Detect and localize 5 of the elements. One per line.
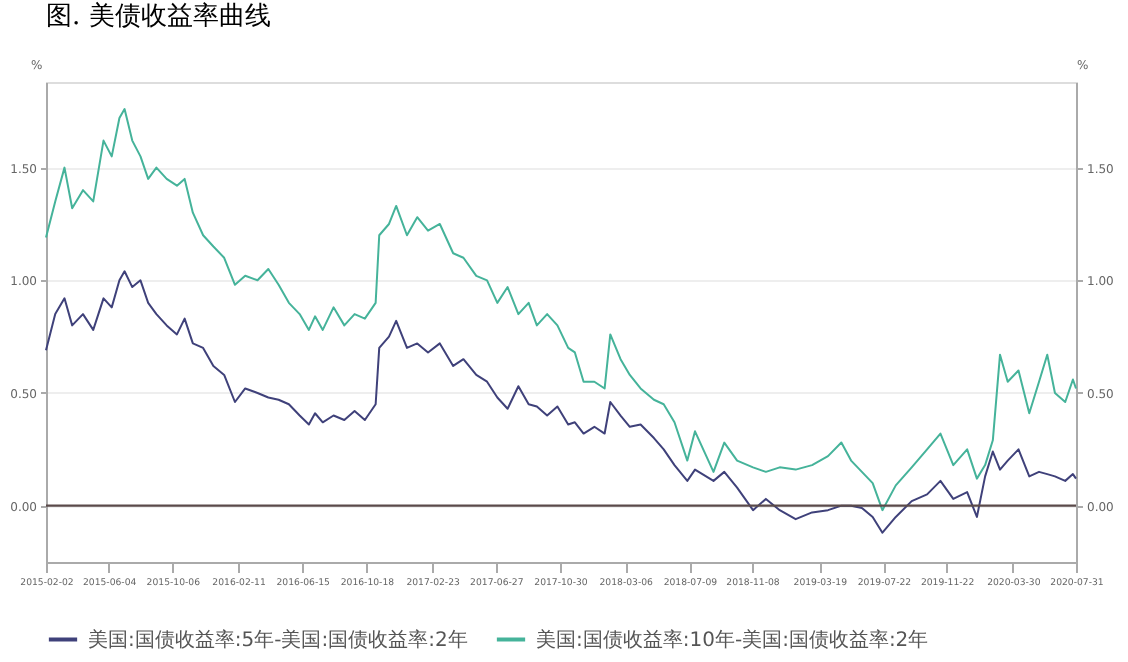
line-series xyxy=(45,108,1077,512)
legend-label: 美国:国债收益率:10年-美国:国债收益率:2年 xyxy=(536,627,929,652)
line-series xyxy=(45,270,1077,534)
legend-label: 美国:国债收益率:5年-美国:国债收益率:2年 xyxy=(88,627,468,652)
chart-title: 图. 美债收益率曲线 xyxy=(46,0,271,32)
